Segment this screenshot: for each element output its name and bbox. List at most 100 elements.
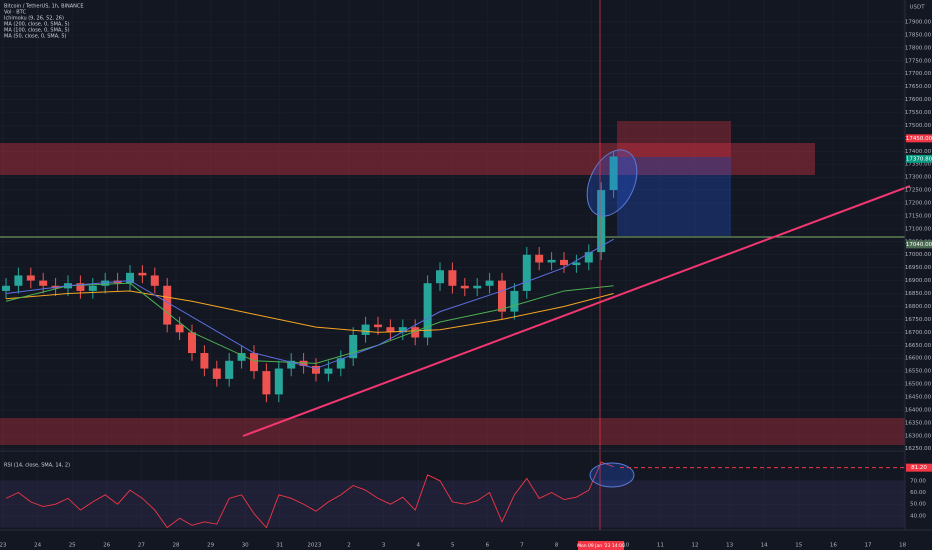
time-tick-label: 6 [486, 543, 490, 549]
candle-body [473, 285, 482, 289]
price-tick-label: 17650.00 [905, 84, 932, 90]
candle-body [175, 324, 184, 333]
moving-average [5, 238, 614, 370]
price-tick-label: 17350.00 [905, 162, 932, 168]
candle-body [163, 285, 172, 325]
price-tick-label: 17750.00 [905, 58, 932, 64]
candle-body [597, 190, 606, 253]
price-tick-label: 16800.00 [905, 304, 932, 310]
price-label: 17450.00 [906, 136, 932, 142]
candle-body [572, 262, 581, 266]
time-tick-label: 4 [416, 543, 420, 549]
candle-body [324, 368, 333, 374]
legend-item: Ichimoku (9, 26, 52, 26) [4, 16, 64, 22]
time-tick-label: 28 [173, 543, 180, 549]
rsi-line [5, 461, 614, 529]
price-tick-label: 17850.00 [905, 32, 932, 38]
price-tick-label: 16700.00 [905, 330, 932, 336]
time-tick-label: 2023 [307, 543, 321, 549]
candle-body [609, 156, 618, 191]
price-tick-label: 16900.00 [905, 278, 932, 284]
highlight-ellipse [586, 149, 638, 217]
time-tick-label: 30 [242, 543, 249, 549]
candle-body [14, 275, 23, 286]
candle-body [274, 368, 283, 395]
candle-body [498, 280, 506, 312]
candle-body [250, 353, 258, 372]
stop-zone [617, 121, 731, 157]
time-tick-label: 18 [899, 543, 906, 549]
price-label: 17370.80 [906, 156, 932, 162]
candle-body [26, 275, 35, 281]
price-tick-label: 16850.00 [905, 291, 932, 297]
candle-body [361, 324, 370, 335]
price-tick-label: 17550.00 [905, 110, 932, 116]
candle-body [460, 285, 469, 289]
candle-body [510, 290, 519, 312]
time-tick-label: 15 [795, 543, 802, 549]
candle-body [76, 283, 85, 291]
candle-body [398, 327, 407, 333]
price-tick-label: 17600.00 [905, 97, 932, 103]
rsi-tick-label: 40.00 [910, 513, 926, 519]
time-tick-label: 5 [451, 543, 455, 549]
price-tick-label: 16350.00 [905, 420, 932, 426]
candle-body [584, 252, 593, 263]
candle-body [336, 358, 345, 369]
price-tick-label: 16600.00 [905, 356, 932, 362]
candle-body [126, 272, 134, 284]
candle-body [88, 285, 97, 291]
price-tick-label: 17900.00 [905, 19, 932, 25]
candle-body [560, 259, 568, 266]
legend-item: MA (50, close, 0, SMA, 5) [4, 34, 67, 40]
time-tick-label: 8 [555, 543, 559, 549]
time-tick-label: 7 [520, 543, 524, 549]
rsi-band [0, 480, 905, 528]
candle-body [225, 360, 234, 379]
price-label-box [906, 154, 932, 163]
candle-body [138, 272, 147, 276]
price-tick-label: 16300.00 [905, 433, 932, 439]
candle-body [39, 280, 48, 286]
price-tick-label: 17700.00 [905, 71, 932, 77]
legend-item: MA (200, close, 0, SMA, 5) [4, 22, 70, 28]
time-tick-label: 13 [726, 543, 733, 549]
time-tick-label: 3 [382, 543, 386, 549]
candle-body [374, 324, 382, 328]
time-tick-label: 26 [103, 543, 110, 549]
candle-body [411, 327, 420, 338]
rsi-tick-label: 60.00 [910, 490, 926, 496]
time-tick-label: 12 [692, 543, 699, 549]
candle-body [349, 334, 358, 359]
price-tick-label: 17400.00 [905, 149, 932, 155]
candle-body [522, 254, 531, 291]
rsi-tick-label: 50.00 [910, 502, 926, 508]
candle-body [200, 353, 209, 369]
time-tick-label: 10 [622, 543, 629, 549]
candle-body [485, 280, 494, 286]
rsi-tick-label: 70.00 [910, 478, 926, 484]
time-tick-label: 11 [657, 543, 664, 549]
candle-body [150, 275, 159, 286]
time-tick-label: 25 [69, 543, 76, 549]
support-zone [0, 418, 905, 445]
resistance-zone [0, 143, 815, 175]
price-tick-label: 17250.00 [905, 188, 932, 194]
price-tick-label: 16250.00 [905, 446, 932, 452]
candle-body [287, 360, 296, 369]
candle-body [237, 353, 246, 361]
target-zone [617, 157, 731, 236]
price-tick-label: 17100.00 [905, 226, 932, 232]
price-tick-label: 17200.00 [905, 201, 932, 207]
time-tick-label: 17 [865, 543, 872, 549]
time-tick-label: 27 [138, 543, 145, 549]
price-tick-label: 16400.00 [905, 407, 932, 413]
time-tick-label: 23 [0, 543, 7, 549]
price-label-box [906, 240, 932, 249]
candle-body [386, 327, 395, 333]
rsi-highlight-ellipse [589, 462, 635, 488]
price-unit: USDT [909, 5, 925, 11]
time-tick-label: 14 [761, 543, 768, 549]
crosshair-time-label: Mon 09 Jan '23 14:00 [577, 543, 625, 549]
